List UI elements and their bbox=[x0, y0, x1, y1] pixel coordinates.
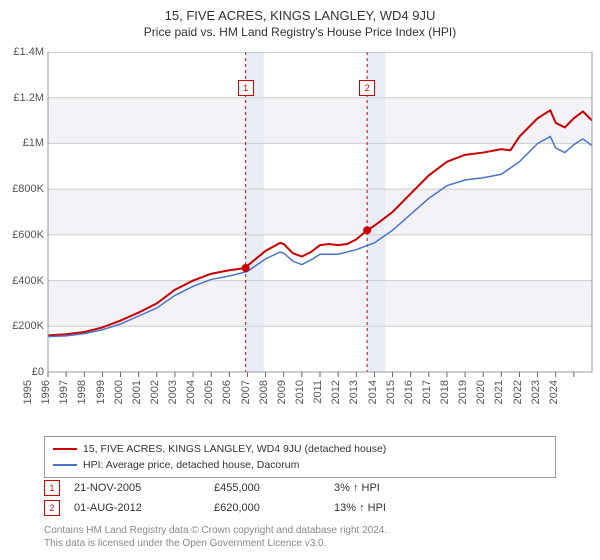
legend-row-2: HPI: Average price, detached house, Daco… bbox=[53, 457, 547, 473]
legend-label-1: 15, FIVE ACRES, KINGS LANGLEY, WD4 9JU (… bbox=[83, 443, 386, 455]
footer: Contains HM Land Registry data © Crown c… bbox=[44, 524, 387, 550]
chart-svg bbox=[0, 52, 600, 426]
footer-line-1: Contains HM Land Registry data © Crown c… bbox=[44, 524, 387, 537]
sale-hpi: 3% ↑ HPI bbox=[334, 482, 434, 494]
legend-label-2: HPI: Average price, detached house, Daco… bbox=[83, 459, 299, 471]
legend-swatch-1 bbox=[53, 448, 77, 450]
sale-marker-badge: 1 bbox=[238, 80, 254, 96]
legend-row-1: 15, FIVE ACRES, KINGS LANGLEY, WD4 9JU (… bbox=[53, 441, 547, 457]
legend: 15, FIVE ACRES, KINGS LANGLEY, WD4 9JU (… bbox=[44, 436, 556, 478]
sale-row: 2 01-AUG-2012£620,00013% ↑ HPI bbox=[44, 498, 434, 518]
sale-marker-badge: 2 bbox=[359, 80, 375, 96]
chart-plot-wrap: £0£200K£400K£600K£800K£1M£1.2M£1.4M 1995… bbox=[0, 52, 600, 432]
sale-hpi: 13% ↑ HPI bbox=[334, 502, 434, 514]
chart-title: 15, FIVE ACRES, KINGS LANGLEY, WD4 9JU bbox=[0, 0, 600, 23]
sale-price: £620,000 bbox=[214, 502, 334, 514]
sale-row: 1 21-NOV-2005£455,0003% ↑ HPI bbox=[44, 478, 434, 498]
sale-date: 21-NOV-2005 bbox=[74, 482, 214, 494]
x-axis-label: 2024 bbox=[548, 380, 600, 404]
footer-line-2: This data is licensed under the Open Gov… bbox=[44, 537, 387, 550]
chart-subtitle: Price paid vs. HM Land Registry's House … bbox=[0, 23, 600, 43]
sale-badge: 1 bbox=[44, 480, 60, 496]
sales-table: 1 21-NOV-2005£455,0003% ↑ HPI 2 01-AUG-2012… bbox=[44, 478, 434, 518]
legend-swatch-2 bbox=[53, 464, 77, 466]
sale-badge: 2 bbox=[44, 500, 60, 516]
sale-date: 01-AUG-2012 bbox=[74, 502, 214, 514]
sale-price: £455,000 bbox=[214, 482, 334, 494]
